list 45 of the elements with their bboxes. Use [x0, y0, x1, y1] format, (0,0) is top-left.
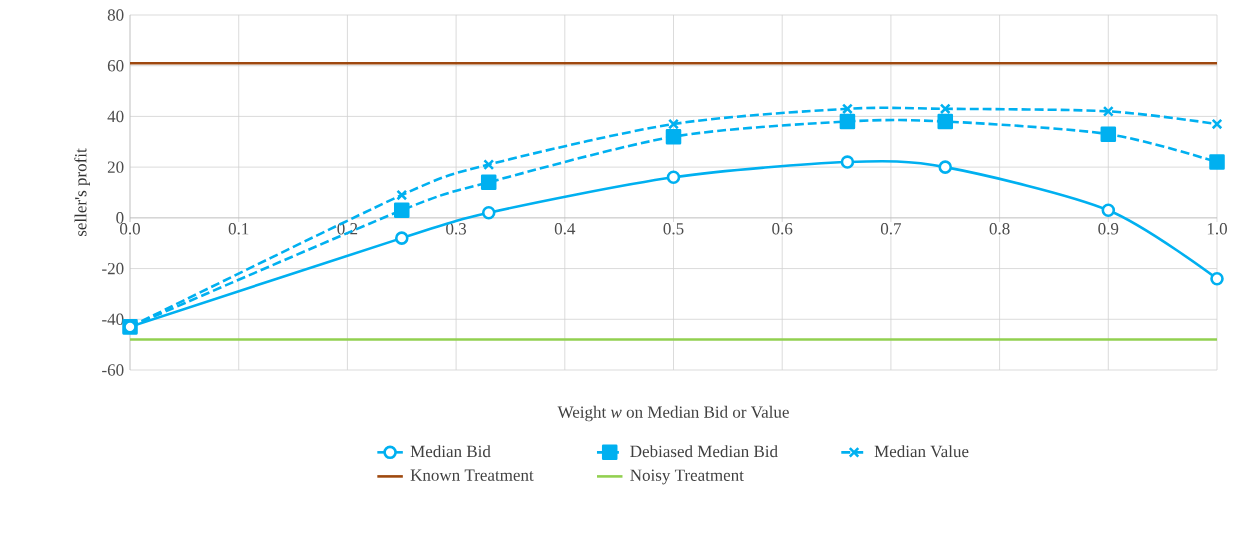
point — [1211, 118, 1223, 130]
x-tick-label: 0.6 — [772, 223, 793, 235]
x-tick-label: 0.4 — [554, 223, 576, 235]
point — [393, 202, 410, 219]
y-tick-label: 60 — [107, 59, 124, 72]
point — [1100, 126, 1117, 142]
y-tick-label: 80 — [107, 9, 124, 21]
point — [937, 113, 954, 130]
point — [839, 113, 856, 130]
point — [939, 103, 951, 115]
point — [1209, 154, 1225, 170]
point — [667, 118, 680, 130]
point — [396, 189, 408, 201]
x-tick-label: 0.1 — [228, 223, 249, 235]
y-tick-label: -60 — [102, 364, 124, 376]
point — [394, 231, 409, 245]
legend-label: Known Treatment — [410, 469, 534, 481]
point — [481, 205, 496, 220]
point — [665, 128, 682, 145]
legend-label: Median Value — [874, 445, 969, 458]
x-tick-label: 1.0 — [1207, 223, 1227, 235]
point — [666, 170, 681, 185]
x-tick-label: 0.7 — [880, 223, 902, 235]
point — [938, 160, 953, 174]
x-tick-label: 0.5 — [663, 223, 684, 235]
x-axis-title: Weight w on Median Bid or Value — [557, 405, 789, 422]
y-tick-label: -40 — [102, 313, 124, 326]
legend-label: Debiased Median Bid — [630, 445, 778, 458]
x-tick-label: 0.0 — [120, 223, 140, 235]
y-tick-label: 0 — [116, 212, 124, 224]
point — [1210, 271, 1224, 286]
point — [841, 103, 853, 115]
legend-label: Median Bid — [410, 445, 491, 458]
point — [1102, 105, 1114, 117]
y-axis-title: seller's profit — [74, 148, 90, 237]
x-tick-label: 0.8 — [989, 223, 1010, 235]
y-tick-label: 40 — [107, 110, 124, 123]
point — [483, 159, 495, 171]
legend-label: Noisy Treatment — [630, 469, 744, 485]
y-tick-label: 20 — [107, 161, 124, 173]
point — [1101, 203, 1116, 218]
point — [480, 174, 497, 191]
point — [840, 155, 855, 169]
x-tick-label: 0.9 — [1098, 223, 1119, 235]
y-tick-label: -20 — [102, 262, 124, 275]
